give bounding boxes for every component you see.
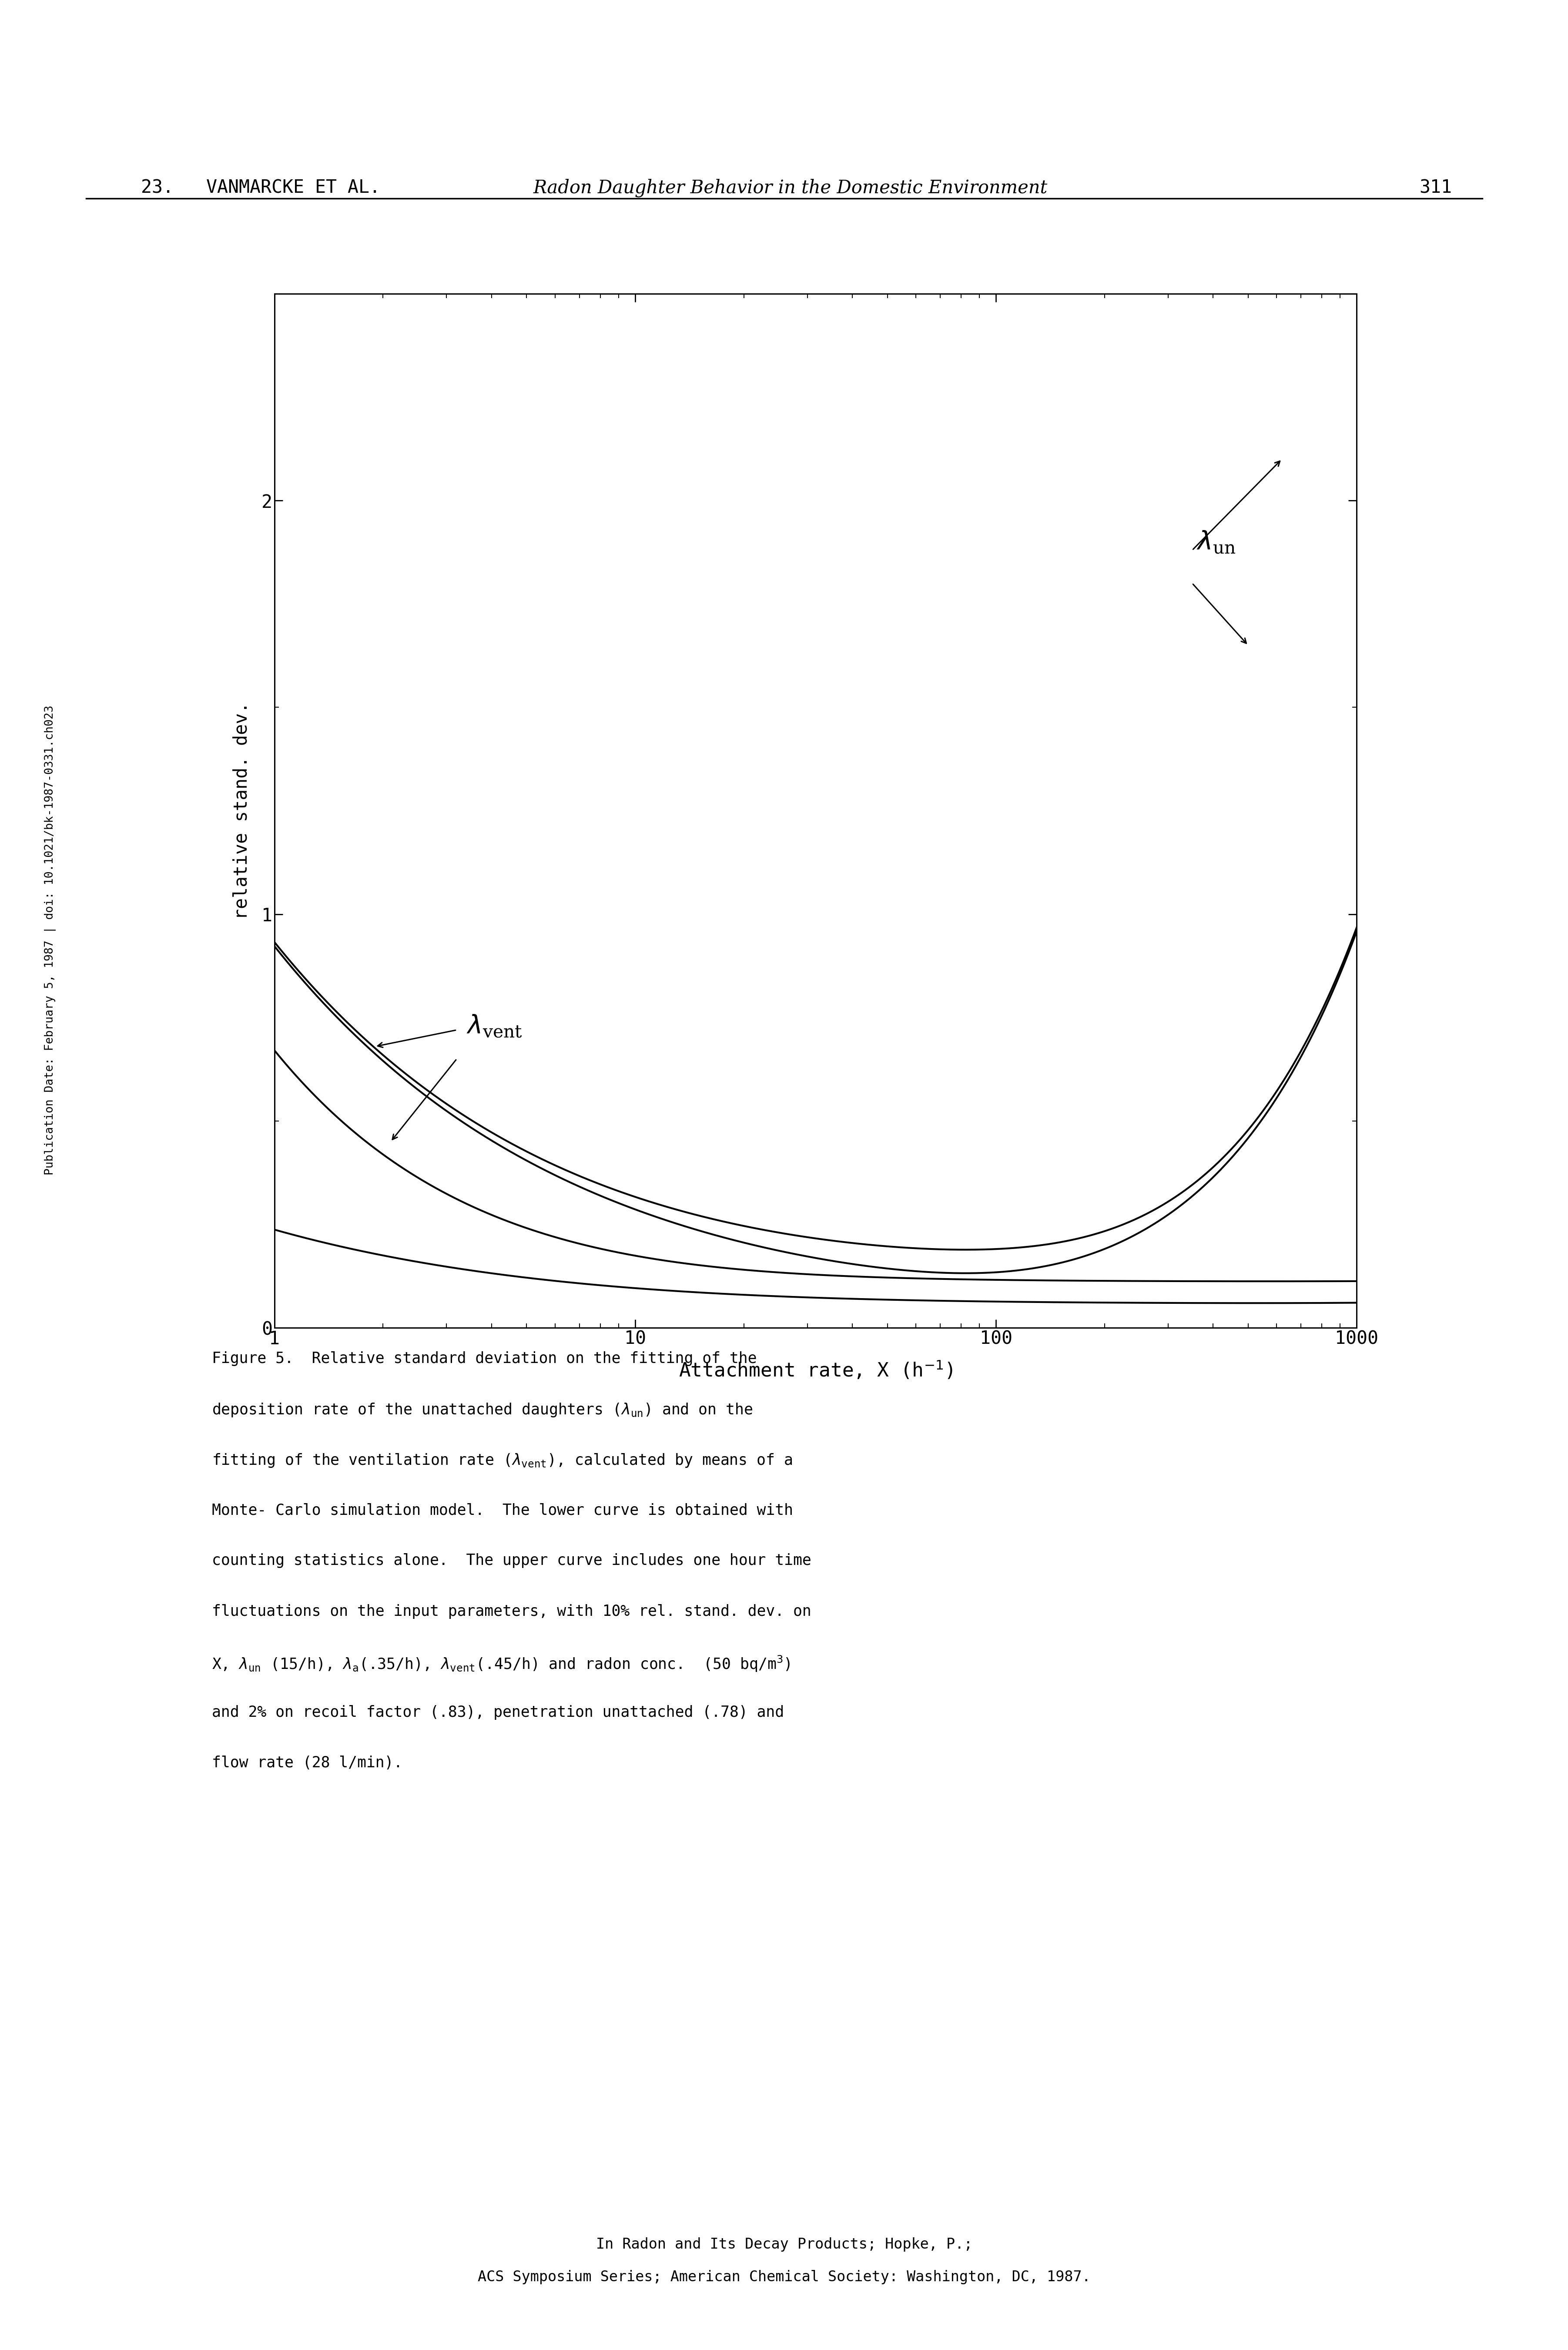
Y-axis label: relative stand. dev.: relative stand. dev. [232,703,251,919]
Text: fluctuations on the input parameters, with 10% rel. stand. dev. on: fluctuations on the input parameters, wi… [212,1603,811,1619]
Text: Publication Date: February 5, 1987 | doi: 10.1021/bk-1987-0331.ch023: Publication Date: February 5, 1987 | doi… [44,705,56,1175]
Text: Figure 5.  Relative standard deviation on the fitting of the: Figure 5. Relative standard deviation on… [212,1351,756,1365]
Text: $\lambda_{\mathregular{vent}}$: $\lambda_{\mathregular{vent}}$ [466,1013,522,1039]
Text: X, $\lambda_{\mathregular{un}}$ (15/h), $\lambda_{\mathregular{a}}$(.35/h), $\la: X, $\lambda_{\mathregular{un}}$ (15/h), … [212,1654,790,1673]
X-axis label: Attachment rate, X (h$^{-1}$): Attachment rate, X (h$^{-1}$) [679,1358,952,1382]
Text: 311: 311 [1419,179,1452,197]
Text: Radon Daughter Behavior in the Domestic Environment: Radon Daughter Behavior in the Domestic … [533,179,1047,197]
Text: ACS Symposium Series; American Chemical Society: Washington, DC, 1987.: ACS Symposium Series; American Chemical … [478,2270,1090,2284]
Text: Monte- Carlo simulation model.  The lower curve is obtained with: Monte- Carlo simulation model. The lower… [212,1504,793,1518]
Text: flow rate (28 l/min).: flow rate (28 l/min). [212,1755,403,1770]
Text: and 2% on recoil factor (.83), penetration unattached (.78) and: and 2% on recoil factor (.83), penetrati… [212,1706,784,1720]
Text: $\lambda_{\mathregular{un}}$: $\lambda_{\mathregular{un}}$ [1196,529,1236,555]
Text: counting statistics alone.  The upper curve includes one hour time: counting statistics alone. The upper cur… [212,1553,811,1567]
Text: In Radon and Its Decay Products; Hopke, P.;: In Radon and Its Decay Products; Hopke, … [596,2237,972,2251]
Text: deposition rate of the unattached daughters ($\lambda_{\mathregular{un}}$) and o: deposition rate of the unattached daught… [212,1401,753,1419]
Text: fitting of the ventilation rate ($\lambda_{\mathregular{vent}}$), calculated by : fitting of the ventilation rate ($\lambd… [212,1452,792,1469]
Text: 23.   VANMARCKE ET AL.: 23. VANMARCKE ET AL. [141,179,381,197]
